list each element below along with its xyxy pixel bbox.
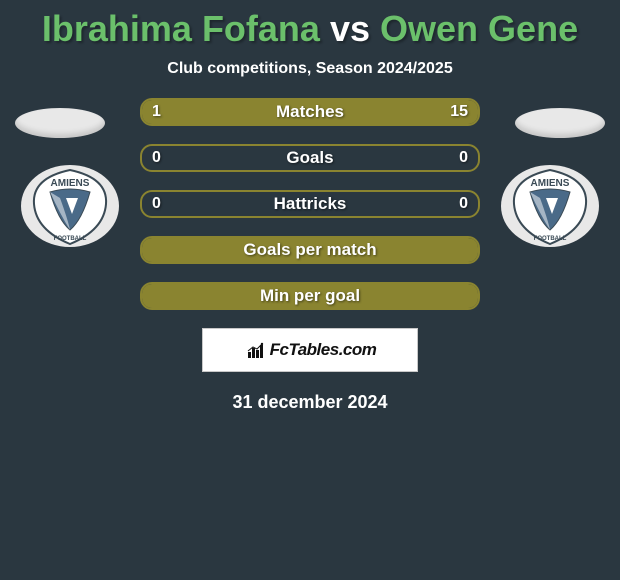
bar-label: Min per goal bbox=[142, 284, 478, 308]
left-oval bbox=[15, 108, 105, 138]
svg-text:AMIENS: AMIENS bbox=[531, 178, 570, 189]
right-oval bbox=[515, 108, 605, 138]
brand-text: FcTables.com bbox=[270, 340, 377, 360]
stat-bar: Goals per match bbox=[140, 236, 480, 264]
bar-label: Matches bbox=[142, 100, 478, 124]
vs-text: vs bbox=[330, 8, 370, 49]
source-logo: FcTables.com bbox=[202, 328, 418, 372]
svg-text:AMIENS: AMIENS bbox=[51, 178, 90, 189]
stat-bar: 00Hattricks bbox=[140, 190, 480, 218]
stat-bar: Min per goal bbox=[140, 282, 480, 310]
page-title: Ibrahima Fofana vs Owen Gene bbox=[0, 0, 620, 50]
bar-label: Hattricks bbox=[142, 192, 478, 216]
club-badge-left: AMIENS FOOTBALL bbox=[20, 164, 120, 248]
stat-bars: 115Matches 00Goals 00Hattricks Goals per ma… bbox=[140, 98, 480, 310]
date-text: 31 december 2024 bbox=[0, 392, 620, 413]
club-badge-right: AMIENS FOOTBALL bbox=[500, 164, 600, 248]
stat-bar: 115Matches bbox=[140, 98, 480, 126]
svg-text:FOOTBALL: FOOTBALL bbox=[54, 236, 87, 242]
comparison-stage: AMIENS FOOTBALL AMIENS FOOTBALL 115Match… bbox=[0, 98, 620, 413]
player1-name: Ibrahima Fofana bbox=[42, 8, 320, 49]
subtitle: Club competitions, Season 2024/2025 bbox=[0, 60, 620, 78]
bar-label: Goals bbox=[142, 146, 478, 170]
player2-name: Owen Gene bbox=[380, 8, 578, 49]
stat-bar: 00Goals bbox=[140, 144, 480, 172]
bar-label: Goals per match bbox=[142, 238, 478, 262]
svg-text:FOOTBALL: FOOTBALL bbox=[534, 236, 567, 242]
chart-icon bbox=[244, 340, 266, 360]
